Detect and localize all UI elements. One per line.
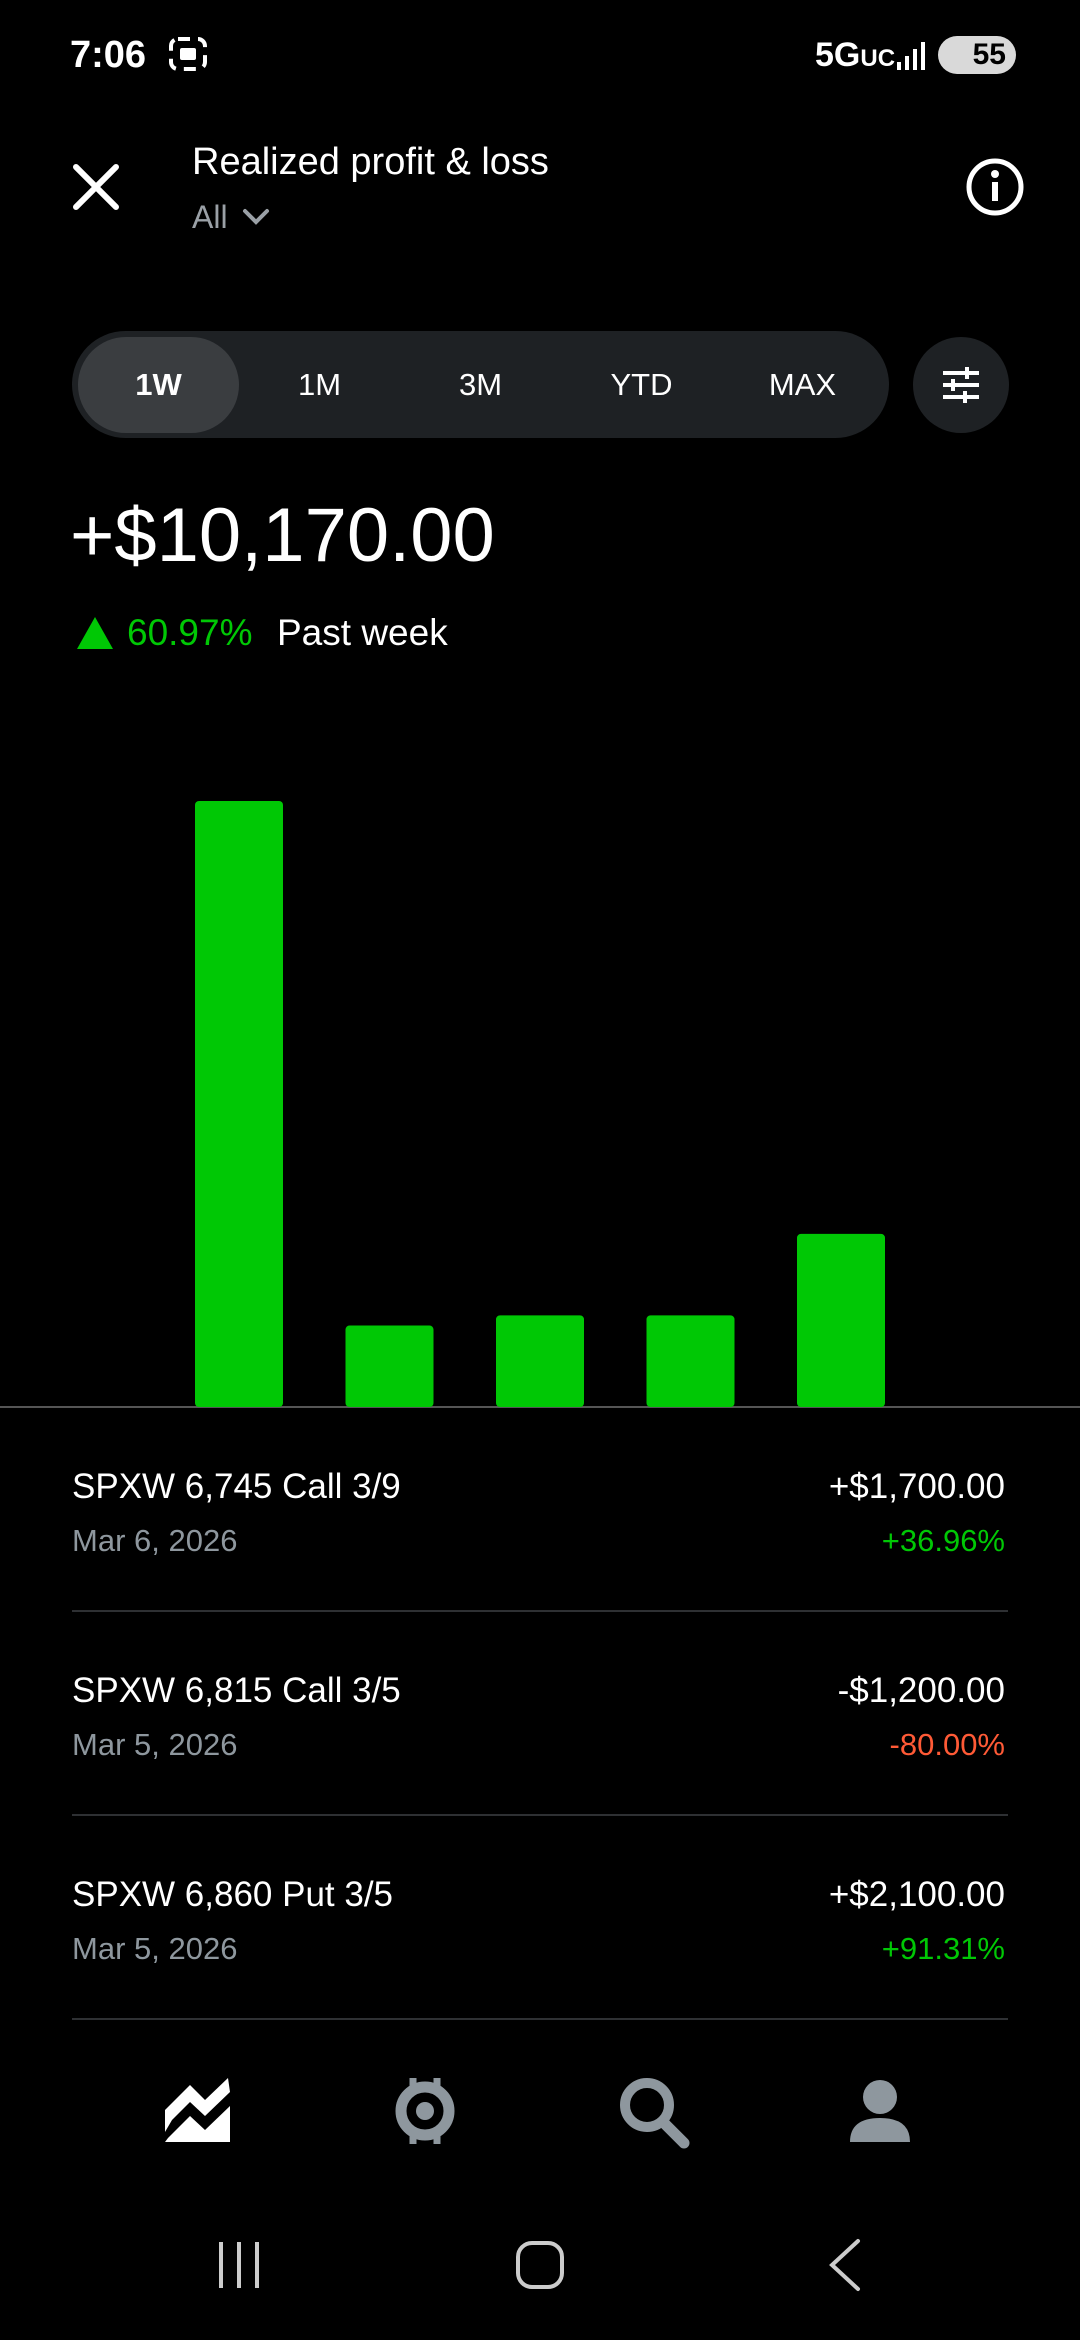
bar (797, 1233, 885, 1407)
total-value: +$10,170.00 (70, 493, 495, 578)
bar (195, 801, 283, 1407)
nav-investing[interactable] (165, 2078, 230, 2142)
position-name: SPXW 6,745 Call 3/9 (72, 1467, 401, 1506)
position-row[interactable]: SPXW 6,815 Call 3/5 Mar 5, 2026 -$1,200.00… (72, 1611, 1008, 1815)
change-percent: 60.97% (127, 612, 253, 653)
position-percent: +91.31% (881, 1931, 1005, 1966)
divider (72, 1814, 1008, 1816)
divider (72, 1610, 1008, 1612)
chevron-down (242, 209, 269, 225)
network-label: 5GUC (815, 38, 895, 72)
page-title: Realized profit & loss (192, 141, 549, 183)
position-date: Mar 5, 2026 (72, 1931, 238, 1966)
bar (646, 1315, 735, 1407)
nav-account[interactable] (850, 2080, 910, 2142)
position-percent: +36.96% (881, 1523, 1005, 1558)
position-amount: +$1,700.00 (828, 1467, 1005, 1506)
position-row[interactable]: SPXW 6,745 Call 3/9 Mar 6, 2026 +$1,700.00… (72, 1407, 1008, 1611)
nav-search[interactable] (620, 2078, 690, 2149)
position-row[interactable]: SPXW 6,860 Put 3/5 Mar 5, 2026 +$2,100.00 +… (72, 1815, 1008, 2019)
position-amount: -$1,200.00 (837, 1671, 1005, 1710)
bar (345, 1325, 434, 1407)
change-period: Past week (277, 612, 448, 653)
screenshot-icon (169, 37, 207, 71)
signal-icon (897, 42, 925, 70)
position-percent: -80.00% (889, 1727, 1005, 1762)
network-sub: UC (860, 45, 896, 72)
account-filter[interactable]: All (192, 201, 270, 233)
account-filter-label: All (192, 199, 228, 235)
battery-level: 55 (972, 38, 1006, 71)
home-button[interactable] (516, 2241, 564, 2289)
bar (496, 1315, 584, 1407)
range-option[interactable]: 1M (297, 367, 342, 402)
recents-button[interactable] (219, 2242, 259, 2288)
divider (72, 2018, 1008, 2020)
position-amount: +$2,100.00 (828, 1875, 1005, 1914)
range-option[interactable]: MAX (768, 367, 837, 402)
status-time: 7:06 (70, 34, 147, 76)
range-option[interactable]: YTD (610, 367, 673, 402)
position-name: SPXW 6,815 Call 3/5 (72, 1671, 401, 1710)
nav-crypto[interactable] (395, 2078, 455, 2144)
system-nav (219, 2239, 860, 2291)
position-date: Mar 6, 2026 (72, 1523, 238, 1558)
chart-settings-button[interactable] (913, 337, 1009, 433)
back-button[interactable] (829, 2239, 860, 2291)
position-name: SPXW 6,860 Put 3/5 (72, 1875, 394, 1914)
battery: 55 (938, 36, 1016, 74)
close-button[interactable] (72, 163, 120, 211)
network: 5G (815, 36, 861, 74)
info-button[interactable] (965, 157, 1025, 217)
range-option[interactable]: 3M (458, 367, 503, 402)
sliders-icon (943, 367, 979, 403)
pnl-chart (0, 801, 1080, 1408)
up-triangle (77, 617, 113, 649)
bottom-nav (165, 2078, 910, 2149)
range-option[interactable]: 1W (78, 337, 239, 433)
position-date: Mar 5, 2026 (72, 1727, 238, 1762)
